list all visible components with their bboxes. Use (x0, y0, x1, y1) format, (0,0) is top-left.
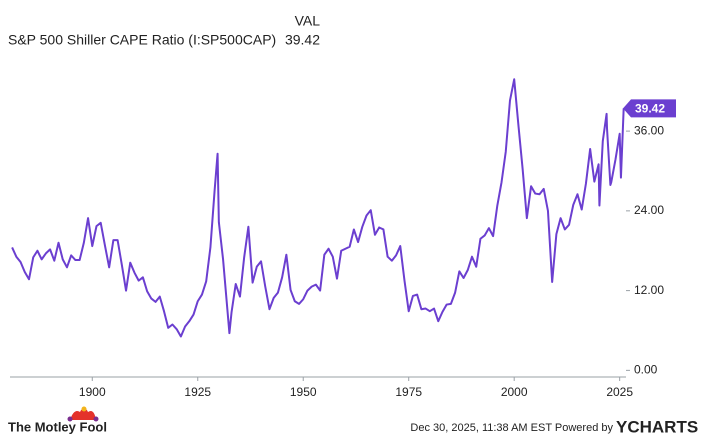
x-tick-label: 1950 (290, 385, 317, 399)
x-tick-label: 1975 (395, 385, 422, 399)
x-tick-label: 1925 (184, 385, 211, 399)
series-line (11, 78, 625, 338)
x-tick-label: 1900 (79, 385, 106, 399)
y-tick-label: 12.00 (634, 283, 664, 297)
source: YCHARTS (616, 417, 698, 436)
timestamp: Dec 30, 2025, 11:38 AM EST Powered by (410, 422, 613, 434)
y-tick-label: 36.00 (634, 123, 664, 137)
last-value-tag (623, 99, 676, 118)
plot (11, 78, 625, 338)
column-label: VAL (295, 13, 321, 29)
last-value-label: 39.42 (635, 102, 665, 116)
y-tick-label: 24.00 (634, 203, 664, 217)
brand: The Motley Fool (8, 419, 107, 434)
series-name: S&P 500 Shiller CAPE Ratio (I:SP500CAP) (8, 32, 276, 48)
y-tick-label: 0.00 (634, 363, 658, 377)
x-tick-label: 2000 (501, 385, 528, 399)
x-tick-label: 2025 (606, 385, 633, 399)
current-value: 39.42 (285, 32, 320, 48)
logo (67, 406, 99, 422)
